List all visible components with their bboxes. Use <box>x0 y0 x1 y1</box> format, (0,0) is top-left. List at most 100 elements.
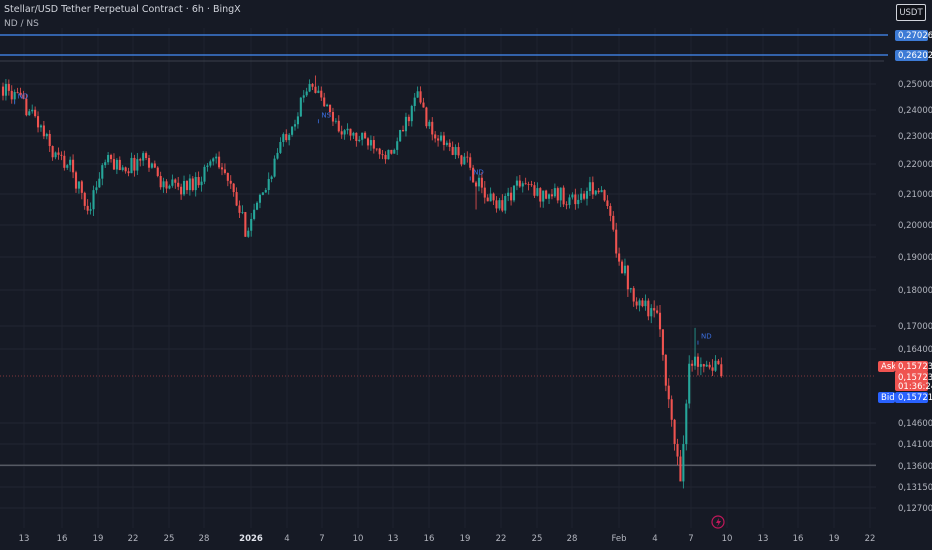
candle-body <box>223 169 226 173</box>
candle-body <box>331 112 335 122</box>
candle-body <box>150 163 153 168</box>
candle-body <box>1 86 5 96</box>
bid-label-bg <box>878 392 895 403</box>
candle-body <box>317 90 320 93</box>
lightning-icon[interactable] <box>711 515 725 529</box>
x-tick-label: 7 <box>319 534 324 544</box>
candle-body <box>34 109 37 117</box>
candle-body <box>542 190 545 202</box>
candle-body <box>153 163 156 168</box>
y-tick-label: 0,25000 <box>898 80 932 90</box>
candle-body <box>442 135 445 145</box>
candle-body <box>197 177 200 186</box>
candle-body <box>261 192 264 195</box>
candle-body <box>364 132 367 139</box>
chart-grid <box>0 28 876 528</box>
time-axis[interactable]: 13 16 19 22 25 28 2026 4 7 10 13 16 19 22 25 28 Feb 4 7 10 1… <box>19 515 876 544</box>
candle-body <box>594 190 597 195</box>
candle-body <box>518 180 521 187</box>
candle-body <box>203 166 206 182</box>
bid-price-tag-text: 0,15721 <box>898 393 932 403</box>
candle-body <box>615 229 618 254</box>
level-tag: 0,26202 <box>895 50 932 61</box>
candle-body <box>308 83 311 92</box>
candle-body <box>635 301 638 306</box>
y-tick-label: 0,17000 <box>898 322 932 332</box>
candle-body <box>69 159 72 166</box>
candle-body <box>349 128 352 136</box>
candle-body <box>7 83 10 91</box>
candle-body <box>42 125 45 137</box>
candle-body <box>498 200 501 209</box>
candle-body <box>209 161 212 166</box>
candle-body <box>80 181 83 193</box>
candle-body <box>401 130 405 132</box>
candle-body <box>142 153 145 161</box>
candle-body <box>212 158 215 162</box>
candle-body <box>510 192 513 201</box>
candle-body <box>717 360 720 365</box>
candle-body <box>588 182 591 192</box>
candle-body <box>13 92 16 100</box>
candle-body <box>314 86 317 93</box>
candle-body <box>107 155 110 163</box>
candle-body <box>562 187 565 205</box>
candle-body <box>515 180 518 186</box>
x-tick-label: 19 <box>93 534 104 544</box>
y-tick-label: 0,16400 <box>898 345 932 355</box>
currency-button[interactable]: USDT <box>896 4 926 21</box>
candle-body <box>527 184 530 185</box>
candlestick-series <box>1 75 723 489</box>
candle-body <box>489 193 492 202</box>
candle-body <box>483 187 486 198</box>
candle-body <box>439 135 443 141</box>
candle-body <box>682 444 685 482</box>
candle-body <box>407 116 410 122</box>
candle-body <box>74 172 78 189</box>
candle-body <box>226 172 229 181</box>
candle-body <box>378 148 381 155</box>
candle-body <box>702 364 705 367</box>
candle-body <box>109 155 113 160</box>
candle-body <box>375 148 378 150</box>
candle-body <box>647 300 650 317</box>
candle-body <box>539 188 542 202</box>
candle-body <box>220 167 224 170</box>
candle-body <box>524 183 527 185</box>
x-tick-label: 16 <box>57 534 68 544</box>
x-tick-label: 13 <box>388 534 399 544</box>
candle-body <box>691 363 694 366</box>
candle-body <box>670 399 673 420</box>
x-tick-label: 13 <box>758 534 769 544</box>
ask-price-tag-text: 0,15723 <box>898 362 932 372</box>
ask-price-tag: 0,15723 <box>895 361 932 372</box>
candle-body <box>366 138 370 146</box>
candle-body <box>147 158 151 168</box>
candle-body <box>255 202 259 210</box>
x-tick-label: Feb <box>611 534 626 544</box>
candle-body <box>188 178 191 191</box>
candle-body <box>685 403 688 445</box>
candle-body <box>679 456 682 482</box>
candle-body <box>180 186 183 195</box>
x-tick-label: 25 <box>532 534 543 544</box>
candle-body <box>185 180 189 191</box>
candle-body <box>60 154 63 156</box>
price-axis[interactable]: 0,25000 0,24000 0,23000 0,22000 0,21000 0,200… <box>898 80 932 514</box>
candle-body <box>688 363 691 404</box>
candle-body <box>291 126 294 135</box>
candle-body <box>472 167 475 183</box>
candle-body <box>232 183 235 193</box>
candle-body <box>504 195 507 211</box>
candle-body <box>623 265 627 274</box>
candle-body <box>413 97 416 107</box>
indicator-legend[interactable]: ND / NS <box>4 19 39 29</box>
candle-body <box>600 190 603 193</box>
candle-body <box>393 149 396 154</box>
y-tick-label: 0,13600 <box>898 462 932 472</box>
candle-body <box>585 191 589 199</box>
chart-annotations: ND NS ND ND <box>14 92 712 345</box>
candle-body <box>293 124 297 127</box>
candle-body <box>340 131 343 135</box>
